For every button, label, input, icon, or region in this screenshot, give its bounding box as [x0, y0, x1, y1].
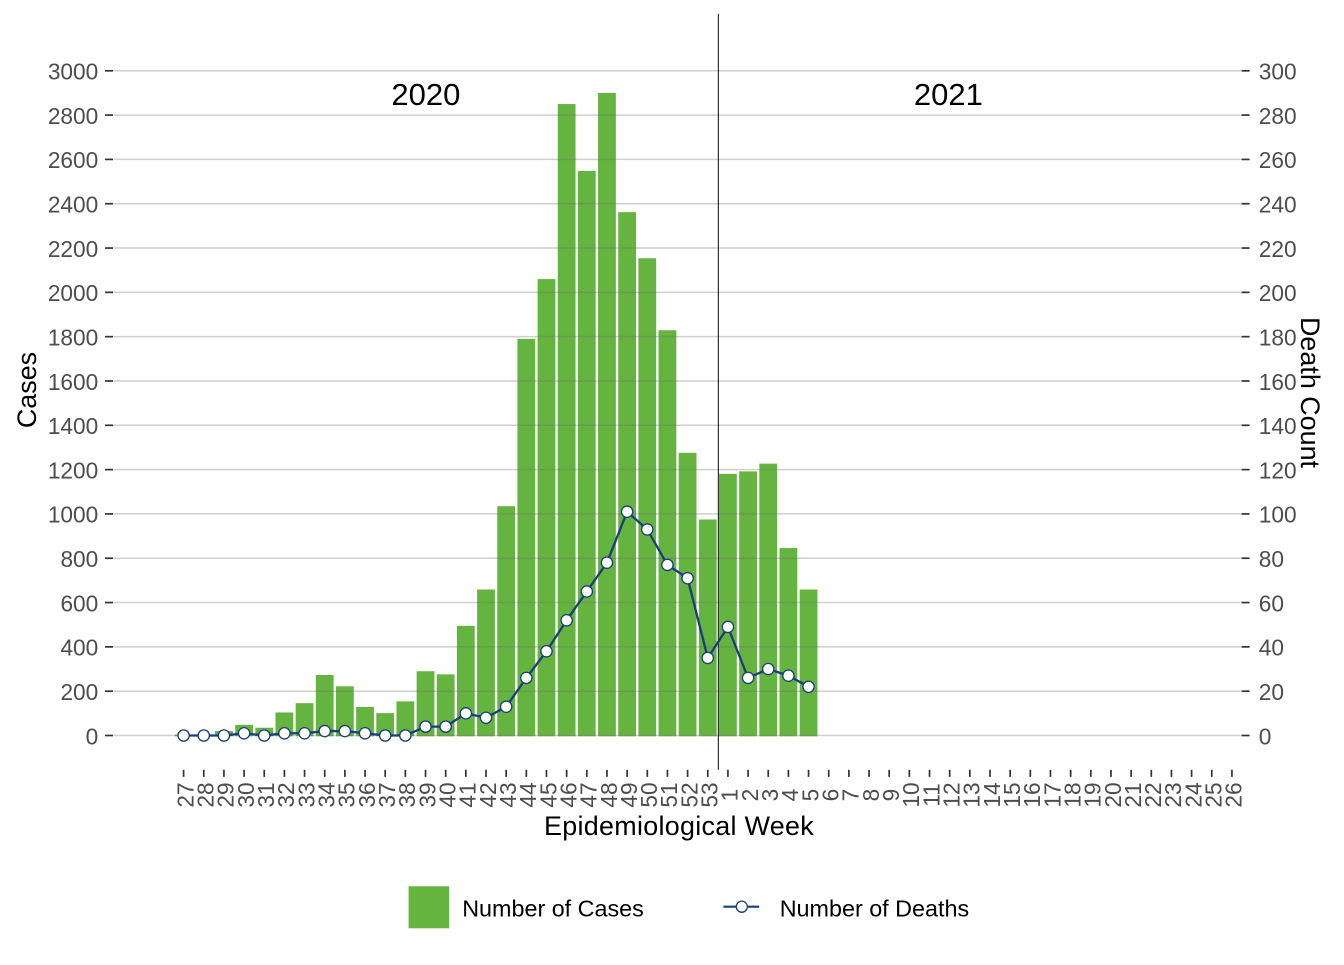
svg-text:200: 200 — [60, 679, 98, 705]
svg-text:22: 22 — [1140, 782, 1166, 807]
svg-text:2200: 2200 — [48, 236, 98, 262]
svg-text:20: 20 — [1100, 782, 1126, 807]
svg-text:5: 5 — [797, 789, 823, 802]
svg-text:3: 3 — [757, 789, 783, 802]
svg-text:400: 400 — [60, 635, 98, 661]
svg-text:19: 19 — [1080, 782, 1106, 807]
svg-text:0: 0 — [1259, 723, 1272, 749]
svg-text:3000: 3000 — [48, 59, 98, 85]
svg-text:21: 21 — [1120, 782, 1146, 807]
svg-text:6: 6 — [818, 789, 844, 802]
svg-text:40: 40 — [1259, 635, 1284, 661]
svg-text:14: 14 — [979, 782, 1005, 807]
svg-text:2: 2 — [737, 789, 763, 802]
svg-text:1200: 1200 — [48, 457, 98, 483]
svg-text:25: 25 — [1201, 782, 1227, 807]
svg-text:43: 43 — [495, 782, 521, 807]
svg-text:80: 80 — [1259, 546, 1284, 572]
svg-text:7: 7 — [838, 789, 864, 802]
svg-text:160: 160 — [1259, 369, 1297, 395]
svg-text:280: 280 — [1259, 103, 1297, 129]
svg-text:31: 31 — [253, 782, 279, 807]
svg-text:1400: 1400 — [48, 413, 98, 439]
svg-text:300: 300 — [1259, 59, 1297, 85]
svg-text:35: 35 — [334, 782, 360, 807]
svg-text:1800: 1800 — [48, 324, 98, 350]
svg-text:Death Count: Death Count — [1295, 317, 1325, 469]
svg-text:2020: 2020 — [391, 77, 460, 112]
svg-text:1000: 1000 — [48, 502, 98, 528]
svg-text:8: 8 — [858, 789, 884, 802]
svg-text:53: 53 — [697, 782, 723, 807]
svg-text:27: 27 — [172, 782, 198, 807]
svg-text:9: 9 — [878, 789, 904, 802]
svg-text:30: 30 — [233, 782, 259, 807]
svg-text:11: 11 — [918, 783, 944, 807]
svg-text:13: 13 — [959, 782, 985, 807]
svg-text:50: 50 — [636, 782, 662, 807]
svg-text:2600: 2600 — [48, 147, 98, 173]
svg-text:200: 200 — [1259, 280, 1297, 306]
svg-text:49: 49 — [616, 782, 642, 807]
svg-text:17: 17 — [1039, 782, 1065, 807]
svg-text:10: 10 — [898, 782, 924, 807]
svg-text:1600: 1600 — [48, 369, 98, 395]
svg-text:180: 180 — [1259, 324, 1297, 350]
svg-text:24: 24 — [1180, 782, 1206, 807]
svg-text:2800: 2800 — [48, 103, 98, 129]
svg-text:18: 18 — [1059, 782, 1085, 807]
svg-text:42: 42 — [475, 782, 501, 807]
svg-text:220: 220 — [1259, 236, 1297, 262]
svg-text:52: 52 — [676, 782, 702, 807]
svg-text:12: 12 — [938, 782, 964, 807]
svg-text:26: 26 — [1221, 782, 1247, 807]
svg-text:33: 33 — [293, 782, 319, 807]
svg-text:28: 28 — [193, 782, 219, 807]
svg-text:Number of Cases: Number of Cases — [462, 896, 644, 922]
svg-text:2000: 2000 — [48, 280, 98, 306]
svg-text:29: 29 — [213, 782, 239, 807]
svg-text:20: 20 — [1259, 679, 1284, 705]
svg-text:Epidemiological Week: Epidemiological Week — [544, 811, 814, 841]
svg-text:45: 45 — [535, 782, 561, 807]
svg-text:38: 38 — [394, 782, 420, 807]
svg-text:100: 100 — [1259, 502, 1297, 528]
svg-text:37: 37 — [374, 782, 400, 807]
svg-text:4: 4 — [777, 789, 803, 802]
svg-text:48: 48 — [596, 782, 622, 807]
svg-text:40: 40 — [434, 782, 460, 807]
svg-text:800: 800 — [60, 546, 98, 572]
svg-text:140: 140 — [1259, 413, 1297, 439]
svg-text:Cases: Cases — [12, 352, 42, 428]
svg-text:46: 46 — [555, 782, 581, 807]
svg-text:260: 260 — [1259, 147, 1297, 173]
svg-text:240: 240 — [1259, 192, 1297, 218]
svg-text:47: 47 — [576, 782, 602, 807]
svg-text:120: 120 — [1259, 457, 1297, 483]
svg-text:Number of Deaths: Number of Deaths — [780, 896, 969, 922]
svg-text:34: 34 — [314, 782, 340, 807]
svg-text:0: 0 — [86, 723, 99, 749]
svg-text:39: 39 — [414, 782, 440, 807]
svg-text:15: 15 — [999, 782, 1025, 807]
svg-text:36: 36 — [354, 782, 380, 807]
svg-text:1: 1 — [717, 789, 743, 802]
svg-text:44: 44 — [515, 782, 541, 807]
svg-text:51: 51 — [656, 782, 682, 807]
svg-text:2021: 2021 — [914, 77, 983, 112]
svg-text:600: 600 — [60, 590, 98, 616]
svg-text:16: 16 — [1019, 782, 1045, 807]
svg-text:32: 32 — [273, 782, 299, 807]
svg-text:60: 60 — [1259, 590, 1284, 616]
svg-text:23: 23 — [1160, 782, 1186, 807]
svg-text:41: 41 — [455, 782, 481, 807]
svg-text:2400: 2400 — [48, 192, 98, 218]
